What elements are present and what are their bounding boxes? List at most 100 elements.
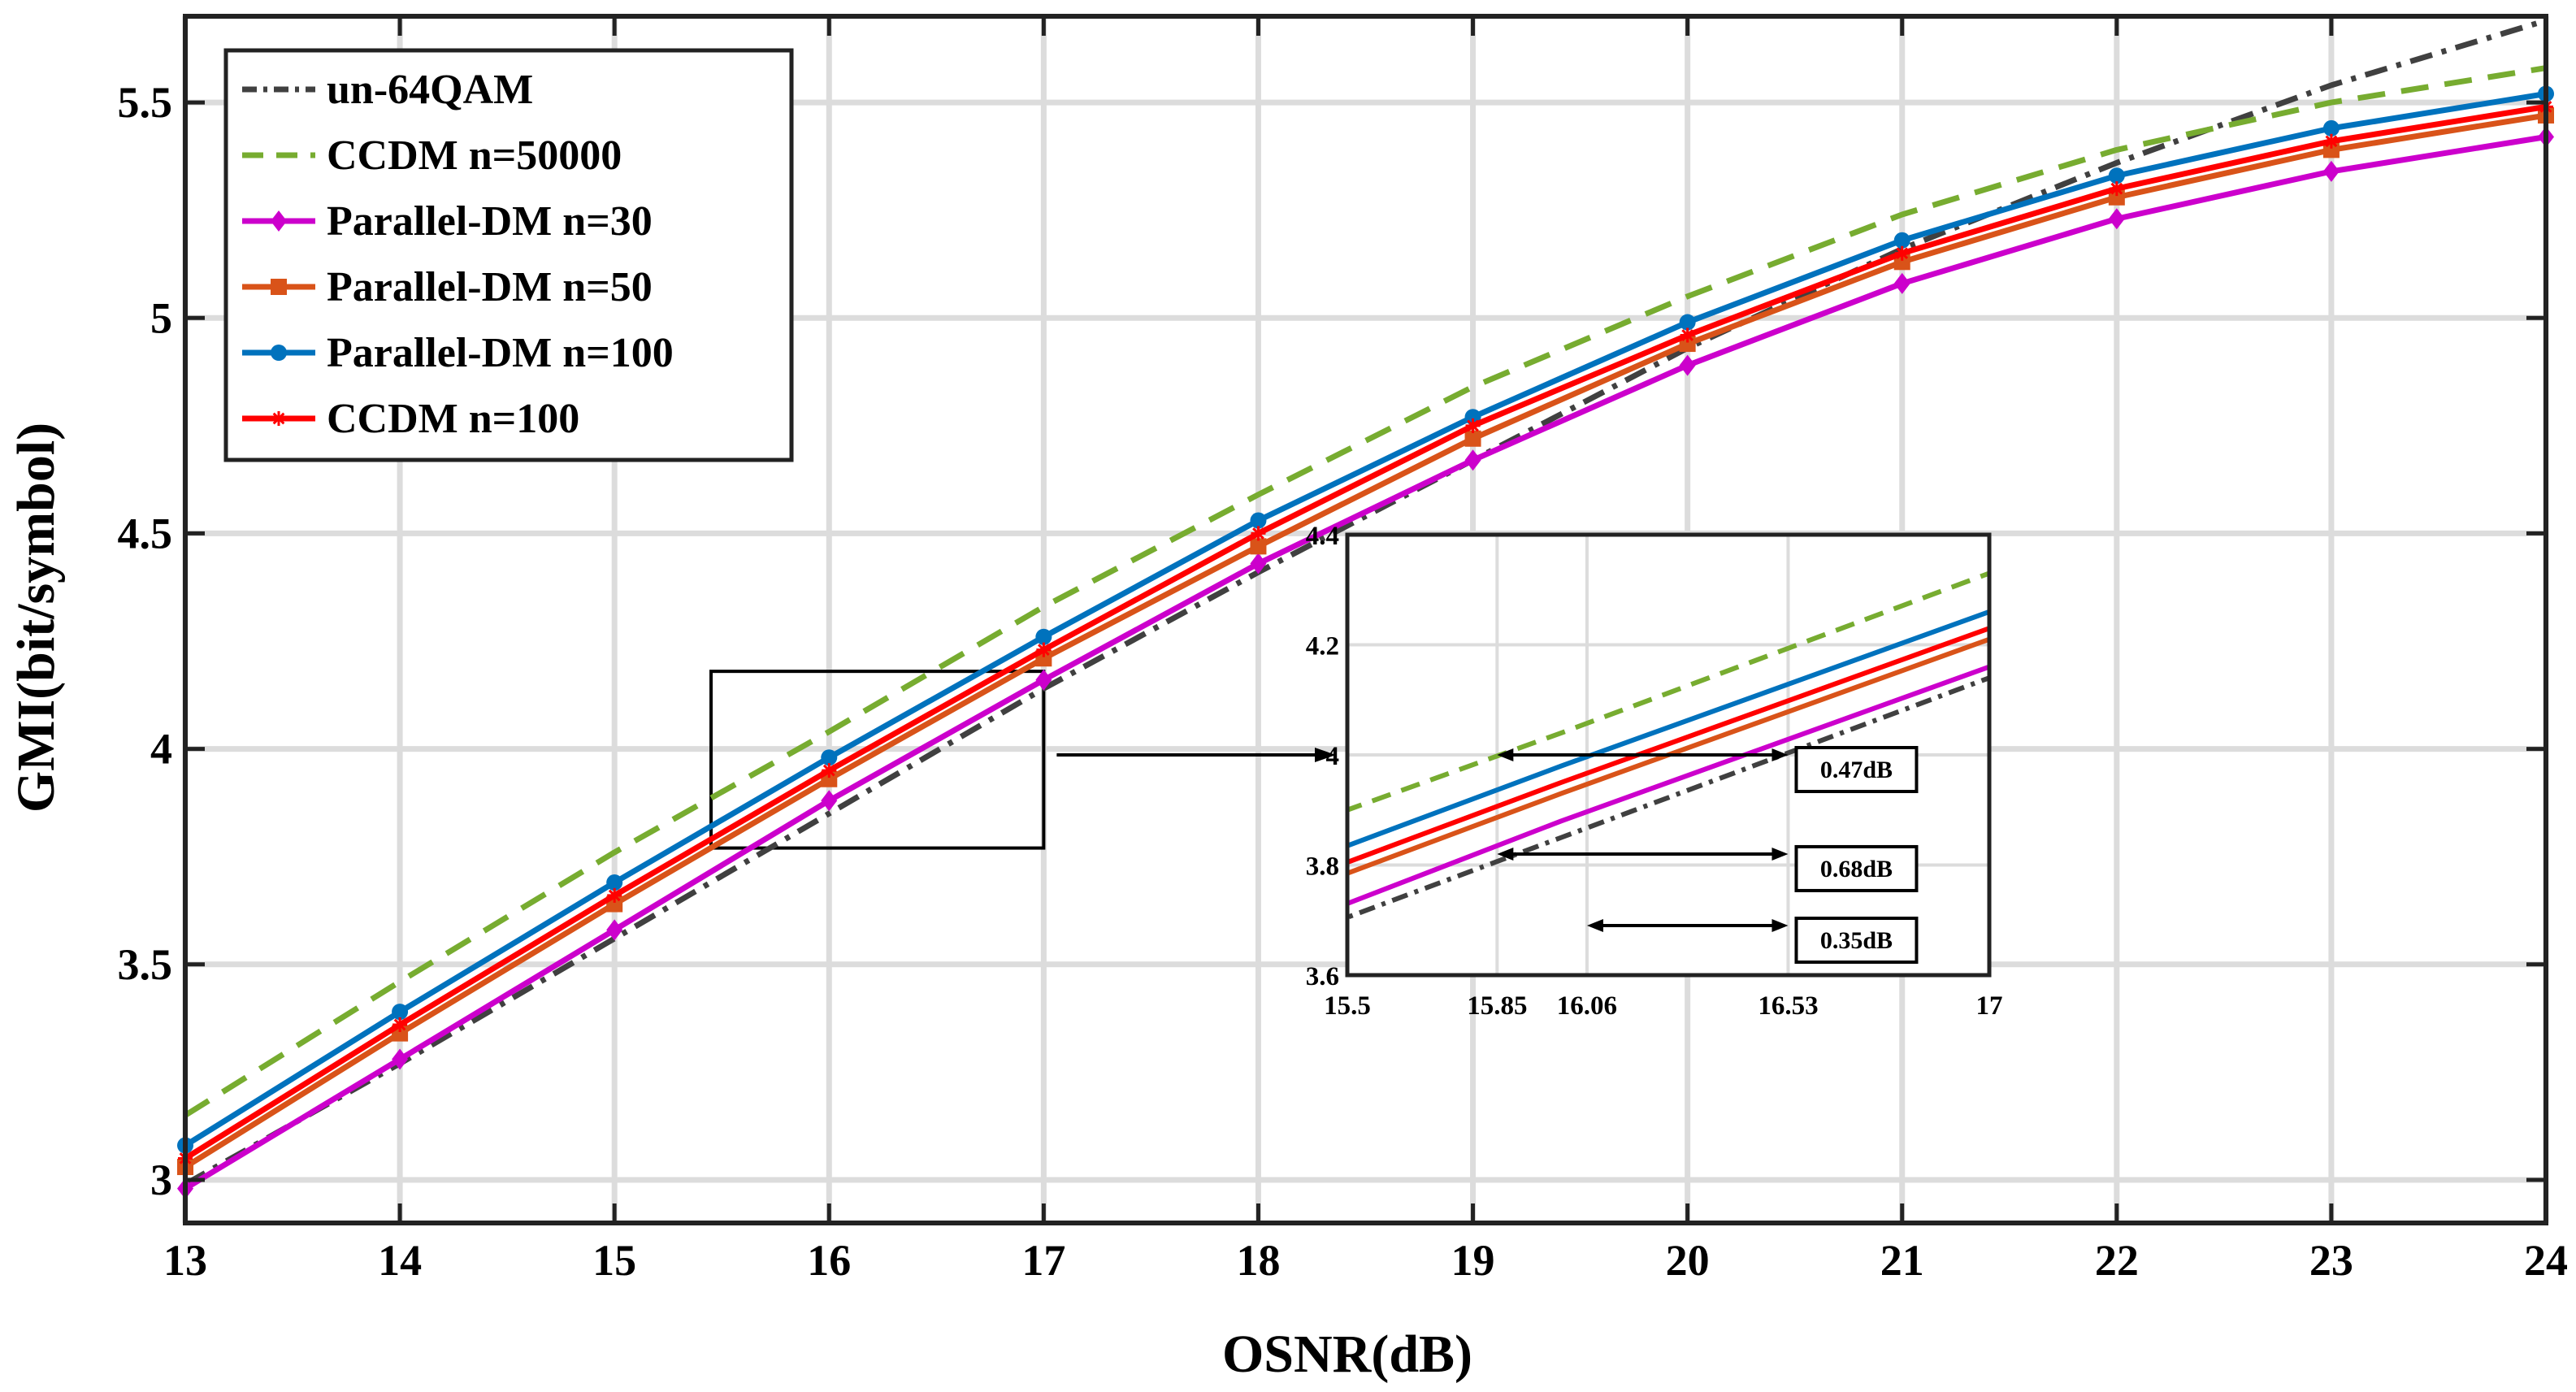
legend-entry-un-64qam: un-64QAM xyxy=(242,67,533,113)
inset-x-tick-label-17: 17 xyxy=(1976,991,2003,1021)
annotation-0-35db-arrow-head-left xyxy=(1586,919,1603,933)
series-parallel-dm-n-100-point-22 xyxy=(2108,167,2125,184)
series-ccdm-n-100-point-14 xyxy=(392,1017,408,1033)
y-tick-label-4: 4 xyxy=(150,725,172,774)
inset-x-tick-label-15-85: 15.85 xyxy=(1467,991,1527,1021)
y-tick-label-3: 3 xyxy=(150,1156,172,1204)
series-parallel-dm-n-100-point-17 xyxy=(1035,628,1052,645)
legend-box xyxy=(223,48,794,462)
legend-entry-parallel-dm-n-50-label: Parallel-DM n=50 xyxy=(327,264,653,310)
x-tick-label-23: 23 xyxy=(2309,1236,2353,1285)
series-parallel-dm-n-100-point-20 xyxy=(1679,314,1696,331)
legend-entry-un-64qam-label: un-64QAM xyxy=(327,67,533,113)
series-un-64qam-line xyxy=(184,17,2548,1187)
legend-entry-parallel-dm-n-30: Parallel-DM n=30 xyxy=(242,198,653,245)
series-ccdm-n-100-point-19 xyxy=(1465,418,1481,433)
series-ccdm-n-100-point-20 xyxy=(1680,327,1695,343)
series-parallel-dm-n-50-point-18 xyxy=(1250,538,1267,555)
legend-entry-ccdm-n-100-label: CCDM n=100 xyxy=(327,396,579,442)
legend: un-64QAM CCDM n=50000 Parallel-DM n=30 Para… xyxy=(223,48,794,462)
series-parallel-dm-n-30-point-23 xyxy=(2322,160,2340,182)
annotation-0-35db-box xyxy=(1794,917,1919,965)
series-ccdm-n-100-point-21 xyxy=(1894,245,1910,261)
series-parallel-dm-n-100-point-18 xyxy=(1250,512,1267,529)
y-axis-label: GMI(bit/symbol) xyxy=(7,423,66,813)
series-parallel-dm-n-100 xyxy=(177,85,2554,1154)
legend-entry-parallel-dm-n-100-marker xyxy=(271,345,287,361)
series-parallel-dm-n-50-line xyxy=(184,112,2547,1170)
legend-entry-parallel-dm-n-50: Parallel-DM n=50 xyxy=(242,264,653,310)
plot-frame xyxy=(183,14,2548,1225)
annotation-0-68db-label: 0.68dB xyxy=(1820,856,1893,882)
inset-x-tick-label-16-53: 16.53 xyxy=(1758,991,1818,1021)
x-tick-label-20: 20 xyxy=(1666,1236,1710,1285)
series-parallel-dm-n-100-point-15 xyxy=(606,874,623,891)
inset-x-tick-label-16-06: 16.06 xyxy=(1557,991,1617,1021)
series-parallel-dm-n-30-point-18 xyxy=(1250,553,1267,575)
tick-labels: 13 14 15 16 17 18 19 20 21 22 23 24 3 3.5 4 4.5 5 5.5 xyxy=(118,78,2569,1285)
series-ccdm-n-100-point-15 xyxy=(607,887,622,903)
y-tick-label-5: 5 xyxy=(150,293,172,342)
x-tick-label-19: 19 xyxy=(1451,1236,1495,1285)
series-parallel-dm-n-100-line xyxy=(184,91,2547,1148)
series-parallel-dm-n-30-point-14 xyxy=(392,1048,409,1070)
series-ccdm-n-100-point-16 xyxy=(822,763,837,778)
x-tick-label-13: 13 xyxy=(163,1236,207,1285)
series-parallel-dm-n-30-point-21 xyxy=(1893,272,1910,294)
zoom-connector xyxy=(709,670,1336,850)
series-parallel-dm-n-30-point-19 xyxy=(1464,449,1481,471)
annotation-0-47db-box xyxy=(1794,746,1919,793)
x-tick-label-17: 17 xyxy=(1021,1236,1065,1285)
x-tick-label-24: 24 xyxy=(2524,1236,2568,1285)
annotation-0-68db-arrow-head-left xyxy=(1497,847,1514,861)
series-parallel-dm-n-100-point-23 xyxy=(2322,119,2340,137)
series-parallel-dm-n-30-point-20 xyxy=(1679,354,1696,376)
series-parallel-dm-n-30-point-17 xyxy=(1035,669,1052,691)
x-tick-label-14: 14 xyxy=(378,1236,422,1285)
series-ccdm-n-100-point-22 xyxy=(2109,181,2124,197)
series-ccdm-n-100-point-18 xyxy=(1251,526,1266,541)
series-parallel-dm-n-30-point-22 xyxy=(2108,208,2125,230)
x-axis-label: OSNR(dB) xyxy=(1222,1325,1472,1384)
x-tick-label-16: 16 xyxy=(807,1236,851,1285)
annotation-0-35db-label: 0.35dB xyxy=(1820,927,1893,954)
inset-y-tick-label-3-6: 3.6 xyxy=(1306,962,1339,991)
legend-entry-parallel-dm-n-50-marker xyxy=(271,279,287,295)
series-parallel-dm-n-100-point-16 xyxy=(821,749,838,766)
series-ccdm-n-100-point-23 xyxy=(2323,133,2339,149)
x-tick-label-21: 21 xyxy=(1880,1236,1924,1285)
annotation-0-68db-box xyxy=(1794,844,1919,892)
annotation-0-47db-arrow-head-right xyxy=(1772,748,1789,761)
inset-zoom-plot: 15.5 15.85 16.06 16.53 17 3.6 3.8 4 4.2 4.4 0.47dB… xyxy=(1306,522,2003,1021)
y-tick-label-3-5: 3.5 xyxy=(118,940,173,989)
inset-x-tick-label-15-5: 15.5 xyxy=(1324,991,1371,1021)
annotation-0-47db-label: 0.47dB xyxy=(1820,757,1893,783)
series-parallel-dm-n-30-point-15 xyxy=(606,919,623,941)
annotation-0-68db-arrow-head-right xyxy=(1772,847,1789,861)
series-parallel-dm-n-30-line xyxy=(184,134,2547,1191)
y-tick-label-4-5: 4.5 xyxy=(118,509,173,557)
legend-entry-ccdm-n-50000: CCDM n=50000 xyxy=(242,132,622,179)
annotation-0-47db-arrow-head-left xyxy=(1497,748,1514,761)
annotation-0-35db: 0.35dB xyxy=(1586,917,1919,965)
inset-y-tick-label-3-8: 3.8 xyxy=(1306,852,1339,882)
zoom-region-box xyxy=(709,670,1046,850)
y-tick-label-5-5: 5.5 xyxy=(118,78,173,127)
series-ccdm-n-50000-line xyxy=(184,65,2547,1118)
series-parallel-dm-n-100-point-21 xyxy=(1893,232,1910,249)
annotation-0-47db: 0.47dB xyxy=(1497,746,1919,793)
series-parallel-dm-n-30-point-16 xyxy=(821,790,838,812)
legend-entry-ccdm-n-100: CCDM n=100 xyxy=(242,396,579,442)
inset-y-tick-label-4: 4 xyxy=(1326,742,1340,771)
inset-frame xyxy=(1345,532,1992,978)
series-parallel-dm-n-50-point-19 xyxy=(1464,430,1481,447)
series-un-64qam xyxy=(184,17,2548,1187)
legend-entry-parallel-dm-n-30-marker xyxy=(271,210,287,232)
series-ccdm-n-100-line xyxy=(184,103,2547,1161)
legend-entry-parallel-dm-n-30-label: Parallel-DM n=30 xyxy=(327,198,653,245)
x-tick-label-22: 22 xyxy=(2095,1236,2139,1285)
annotation-0-68db: 0.68dB xyxy=(1497,844,1919,892)
axes-frame xyxy=(183,14,2548,1225)
series-lines xyxy=(177,17,2554,1199)
